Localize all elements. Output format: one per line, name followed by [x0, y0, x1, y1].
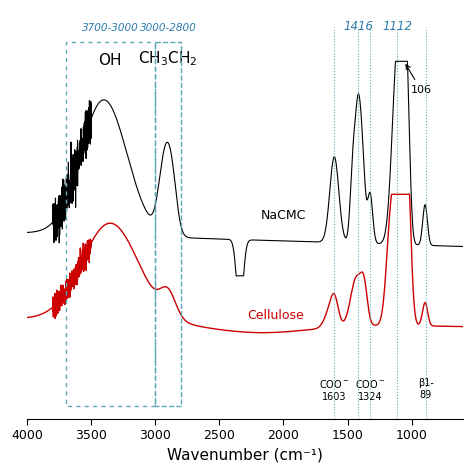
Text: Cellulose: Cellulose — [247, 309, 304, 322]
Text: 3700-3000: 3700-3000 — [82, 23, 139, 33]
Text: COO$^-$
1603: COO$^-$ 1603 — [319, 378, 350, 402]
Text: CH$_3$CH$_2$: CH$_3$CH$_2$ — [138, 49, 198, 68]
Text: 106: 106 — [406, 65, 431, 95]
Text: β1-
89: β1- 89 — [418, 378, 434, 400]
Text: 1416: 1416 — [343, 20, 374, 33]
X-axis label: Wavenumber (cm⁻¹): Wavenumber (cm⁻¹) — [167, 448, 323, 463]
Text: COO$^-$
1324: COO$^-$ 1324 — [355, 378, 385, 402]
Bar — [155, 43, 181, 406]
Text: 1112: 1112 — [382, 20, 412, 33]
Text: NaCMC: NaCMC — [260, 209, 306, 221]
Text: OH: OH — [99, 53, 122, 68]
Bar — [65, 43, 155, 406]
Text: 3000-2800: 3000-2800 — [140, 23, 196, 33]
